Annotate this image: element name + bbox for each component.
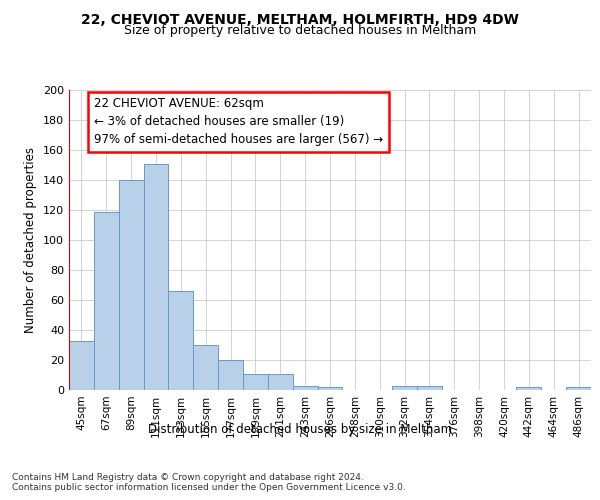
Text: Contains HM Land Registry data © Crown copyright and database right 2024.
Contai: Contains HM Land Registry data © Crown c… bbox=[12, 472, 406, 492]
Text: 22, CHEVIOT AVENUE, MELTHAM, HOLMFIRTH, HD9 4DW: 22, CHEVIOT AVENUE, MELTHAM, HOLMFIRTH, … bbox=[81, 12, 519, 26]
Bar bbox=[392, 386, 417, 390]
Bar bbox=[143, 164, 169, 390]
Bar bbox=[218, 360, 243, 390]
Bar bbox=[193, 345, 218, 390]
Bar bbox=[243, 374, 268, 390]
Text: Size of property relative to detached houses in Meltham: Size of property relative to detached ho… bbox=[124, 24, 476, 37]
Bar bbox=[517, 387, 541, 390]
Bar bbox=[94, 212, 119, 390]
Bar bbox=[69, 340, 94, 390]
Text: 22 CHEVIOT AVENUE: 62sqm
← 3% of detached houses are smaller (19)
97% of semi-de: 22 CHEVIOT AVENUE: 62sqm ← 3% of detache… bbox=[94, 98, 383, 146]
Bar bbox=[169, 291, 193, 390]
Bar bbox=[268, 374, 293, 390]
Bar bbox=[119, 180, 143, 390]
Bar bbox=[566, 387, 591, 390]
Bar bbox=[293, 386, 317, 390]
Bar bbox=[317, 387, 343, 390]
Y-axis label: Number of detached properties: Number of detached properties bbox=[25, 147, 37, 333]
Bar bbox=[417, 386, 442, 390]
Text: Distribution of detached houses by size in Meltham: Distribution of detached houses by size … bbox=[148, 422, 452, 436]
